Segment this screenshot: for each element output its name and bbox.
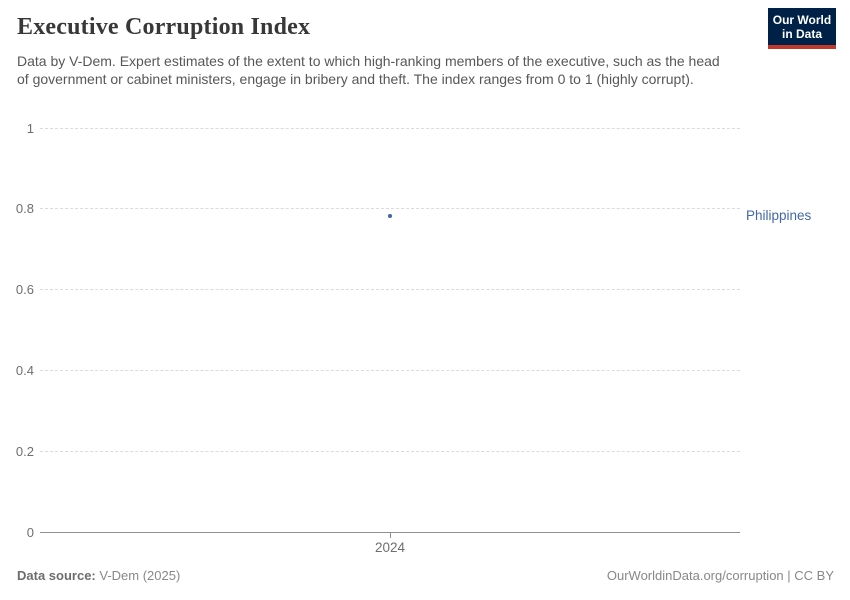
chart-area: 0 0.2 0.4 0.6 0.8 1 2024 Philippines: [0, 121, 850, 555]
data-point-philippines[interactable]: [388, 214, 392, 219]
credit-link[interactable]: OurWorldinData.org/corruption | CC BY: [606, 568, 834, 583]
data-source-label: Data source:: [17, 568, 96, 583]
owid-logo[interactable]: Our World in Data: [768, 8, 836, 49]
series-label-philippines[interactable]: Philippines: [746, 208, 812, 224]
gridline: [40, 369, 740, 371]
x-axis-line: [40, 531, 740, 533]
chart-footer: Data source: V-Dem (2025) OurWorldinData…: [17, 568, 834, 583]
owid-logo-line2: in Data: [781, 27, 822, 41]
owid-logo-line1: Our World: [772, 13, 832, 27]
x-tick-mark: [390, 532, 391, 538]
y-tick-label: 0.8: [15, 201, 34, 217]
y-tick-label: 0.4: [15, 362, 34, 378]
gridline: [40, 289, 740, 291]
data-source-value: V-Dem (2025): [95, 568, 181, 583]
x-tick-label: 2024: [374, 539, 406, 555]
y-tick-label: 0.6: [15, 282, 34, 298]
gridline: [40, 208, 740, 210]
gridline: [40, 127, 740, 129]
y-tick-label: 0.2: [15, 443, 34, 459]
y-tick-label: 0: [26, 524, 34, 540]
chart-subtitle: Data by V-Dem. Expert estimates of the e…: [17, 53, 720, 87]
y-tick-label: 1: [26, 120, 34, 136]
page-title: Executive Corruption Index: [17, 14, 311, 40]
gridline: [40, 450, 740, 452]
data-source: Data source: V-Dem (2025): [17, 568, 180, 583]
